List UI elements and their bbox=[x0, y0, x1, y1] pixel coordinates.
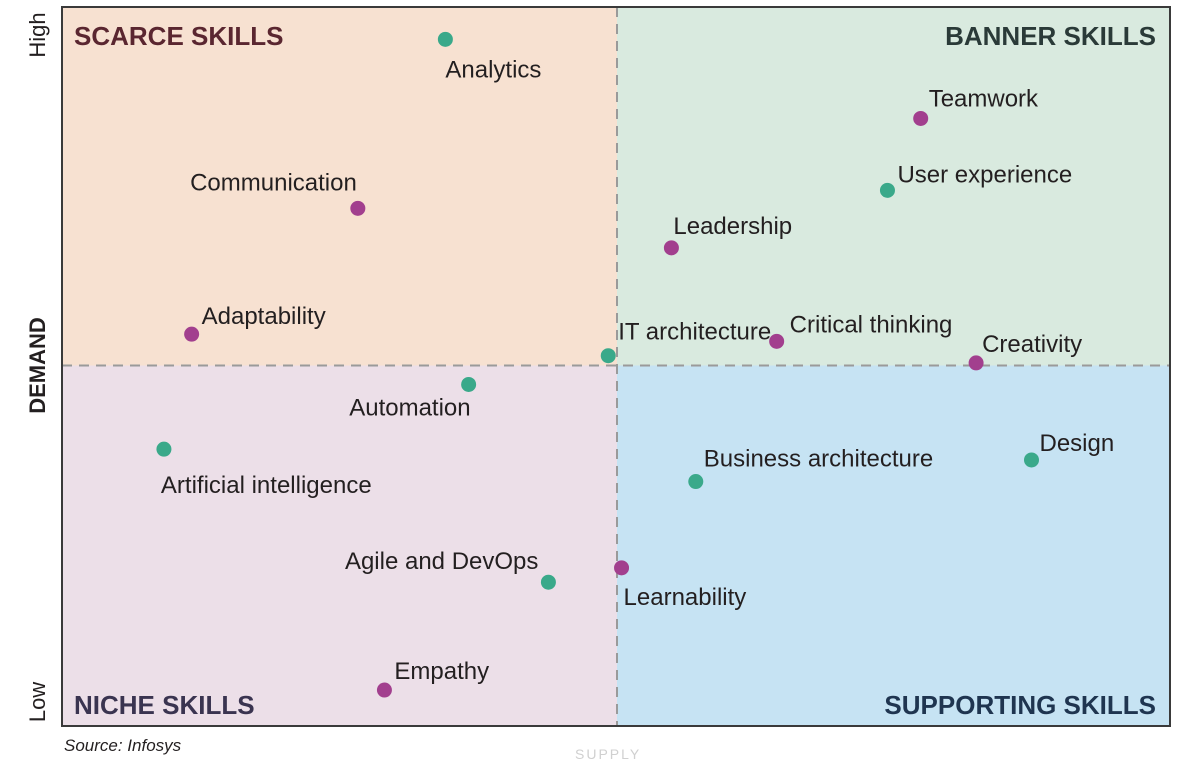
point-artificial-intelligence bbox=[156, 441, 172, 457]
point-label-automation: Automation bbox=[349, 394, 470, 421]
data-points: Analytics Communication Adaptability Teamwo… bbox=[156, 31, 1115, 698]
point-automation bbox=[461, 376, 477, 392]
source-note: Source: Infosys bbox=[64, 736, 182, 755]
point-business-architecture bbox=[688, 474, 704, 490]
quadrant-label-banner: BANNER SKILLS bbox=[945, 21, 1156, 51]
point-label-design: Design bbox=[1040, 430, 1115, 457]
point-label-communication: Communication bbox=[190, 169, 357, 196]
point-critical-thinking bbox=[769, 333, 785, 349]
y-axis-label: DEMAND bbox=[25, 317, 50, 414]
point-agile-and-devops bbox=[540, 574, 556, 590]
quadrant-label-supporting: SUPPORTING SKILLS bbox=[884, 690, 1156, 720]
quadrant-scarce bbox=[62, 7, 617, 366]
point-label-artificial-intelligence: Artificial intelligence bbox=[161, 472, 372, 499]
point-label-it-architecture: IT architecture bbox=[618, 319, 771, 346]
plot-border bbox=[61, 6, 1171, 727]
point-label-learnability: Learnability bbox=[624, 584, 747, 611]
point-label-creativity: Creativity bbox=[982, 331, 1082, 358]
point-empathy bbox=[376, 682, 392, 698]
point-communication bbox=[350, 200, 366, 216]
quadrant-dividers bbox=[62, 7, 1170, 726]
y-tick-high: High bbox=[25, 12, 50, 57]
point-adaptability bbox=[184, 326, 200, 342]
point-label-analytics: Analytics bbox=[445, 56, 541, 83]
point-label-critical-thinking: Critical thinking bbox=[790, 311, 953, 338]
point-it-architecture bbox=[600, 348, 616, 364]
point-teamwork bbox=[913, 110, 929, 126]
point-label-business-architecture: Business architecture bbox=[704, 446, 933, 473]
point-leadership bbox=[663, 240, 679, 256]
point-label-user-experience: User experience bbox=[897, 161, 1072, 188]
plot-frame bbox=[61, 6, 1171, 727]
point-label-leadership: Leadership bbox=[673, 213, 792, 240]
y-tick-low: Low bbox=[25, 682, 50, 722]
point-user-experience bbox=[879, 182, 895, 198]
axis-labels: High Low DEMAND bbox=[25, 12, 50, 722]
point-label-teamwork: Teamwork bbox=[929, 85, 1039, 112]
point-learnability bbox=[614, 560, 630, 576]
point-creativity bbox=[968, 355, 984, 371]
quadrant-label-niche: NICHE SKILLS bbox=[74, 690, 255, 720]
quadrant-niche bbox=[62, 365, 617, 726]
quadrant-supporting bbox=[617, 365, 1170, 726]
point-design bbox=[1024, 452, 1039, 468]
point-label-adaptability: Adaptability bbox=[202, 303, 326, 330]
point-label-empathy: Empathy bbox=[394, 658, 489, 685]
quadrant-label-scarce: SCARCE SKILLS bbox=[74, 21, 283, 51]
quadrant-labels: SCARCE SKILLS BANNER SKILLS NICHE SKILLS SU… bbox=[74, 21, 1156, 720]
x-axis-label: SUPPLY bbox=[575, 746, 642, 762]
point-analytics bbox=[437, 31, 453, 47]
point-label-agile-and-devops: Agile and DevOps bbox=[345, 548, 538, 575]
